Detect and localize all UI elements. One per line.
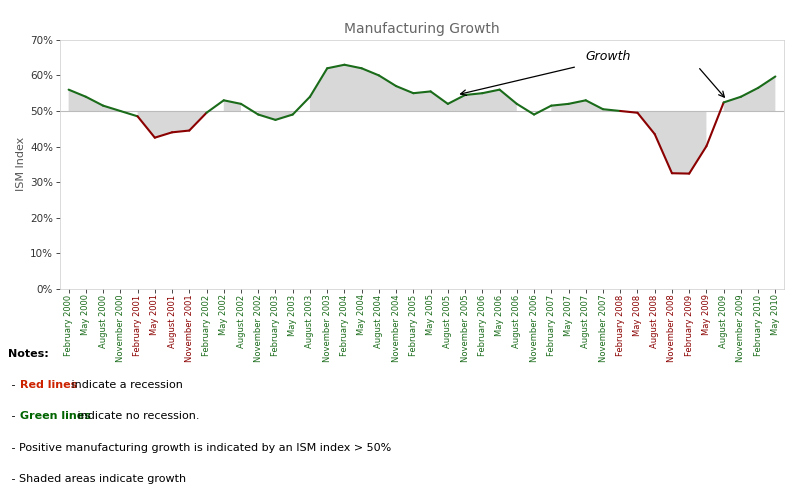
Text: indicate no recession.: indicate no recession.: [74, 411, 200, 421]
Text: -: -: [8, 411, 19, 421]
Text: Red lines: Red lines: [20, 380, 78, 390]
Text: - Positive manufacturing growth is indicated by an ISM index > 50%: - Positive manufacturing growth is indic…: [8, 443, 391, 453]
Title: Manufacturing Growth: Manufacturing Growth: [344, 22, 500, 36]
Text: Growth: Growth: [586, 50, 631, 63]
Text: Notes:: Notes:: [8, 349, 49, 359]
Y-axis label: ISM Index: ISM Index: [16, 137, 26, 191]
Text: Green lines: Green lines: [20, 411, 91, 421]
Text: indicate a recession: indicate a recession: [68, 380, 183, 390]
Text: - Shaded areas indicate growth: - Shaded areas indicate growth: [8, 474, 186, 484]
Text: -: -: [8, 380, 19, 390]
